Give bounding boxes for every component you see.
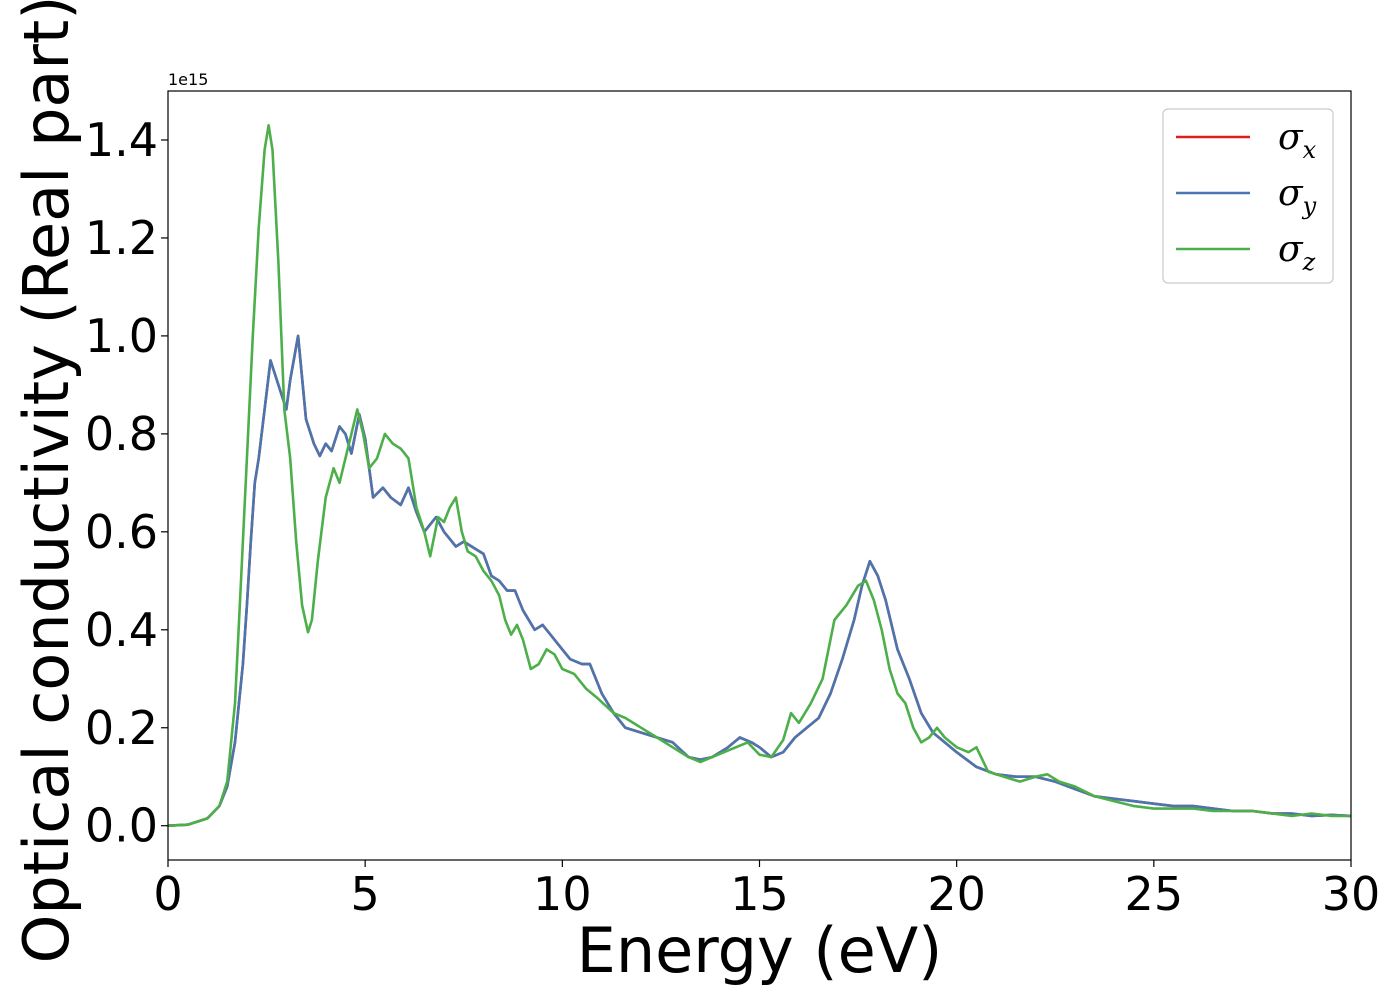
- y-tick-label: 0.0: [85, 799, 158, 853]
- series-line-z: [168, 124, 1351, 827]
- legend-symbol: σ: [1278, 117, 1304, 158]
- y-axis-title: Optical conductivity (Real part): [10, 0, 83, 963]
- y-axis-offset-label: 1e15: [168, 70, 208, 89]
- legend-subscript: y: [1302, 192, 1317, 220]
- x-tick-label: 5: [351, 867, 380, 921]
- x-tick-label: 0: [153, 867, 182, 921]
- y-tick-label: 0.4: [85, 603, 158, 657]
- x-tick-label: 30: [1322, 867, 1381, 921]
- y-axis-ticks: 0.0 0.2 0.4 0.6 0.8 1.0 1.2 1.4: [85, 113, 168, 853]
- x-axis-ticks: 0 5 10 15 20 25 30: [153, 860, 1380, 921]
- y-tick-label: 1.4: [85, 113, 158, 167]
- legend-subscript: z: [1302, 248, 1316, 276]
- x-tick-label: 10: [533, 867, 592, 921]
- y-tick-label: 0.8: [85, 407, 158, 461]
- y-tick-label: 1.2: [85, 211, 158, 265]
- legend-box: [1162, 108, 1334, 284]
- y-tick-label: 1.0: [85, 309, 158, 363]
- legend-entry-y: σy: [1278, 173, 1317, 220]
- legend-symbol: σ: [1278, 229, 1304, 270]
- series-line-x: [168, 334, 1351, 827]
- series-line-y: [168, 334, 1351, 827]
- plot-lines: [168, 124, 1351, 827]
- x-tick-label: 25: [1125, 867, 1184, 921]
- legend-entry-z: σz: [1278, 229, 1316, 276]
- legend-subscript: x: [1303, 136, 1317, 164]
- x-tick-label: 20: [927, 867, 986, 921]
- y-tick-label: 0.6: [85, 505, 158, 559]
- y-tick-label: 0.2: [85, 701, 158, 755]
- x-axis-title: Energy (eV): [577, 914, 943, 987]
- legend-entry-x: σx: [1278, 117, 1317, 164]
- legend-symbol: σ: [1278, 173, 1304, 214]
- x-tick-label: 15: [730, 867, 789, 921]
